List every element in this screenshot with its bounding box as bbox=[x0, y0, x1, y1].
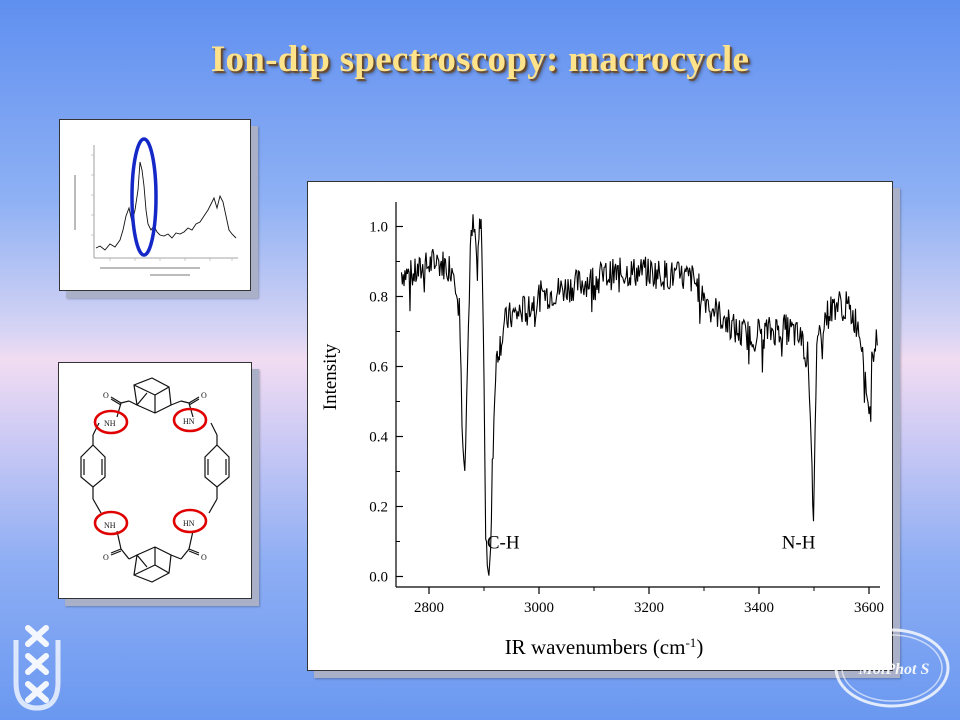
oxygen-label-4: O bbox=[201, 553, 207, 562]
x-tick-label: 3000 bbox=[524, 600, 554, 616]
uva-logo bbox=[13, 625, 61, 711]
nh-label-4: HN bbox=[183, 519, 195, 528]
thumbnail-spectrum-panel bbox=[59, 119, 251, 291]
macrocycle-structure: O O O O NH HN NH HN bbox=[80, 377, 230, 583]
molecule-structure-panel: O O O O NH HN NH HN bbox=[58, 362, 252, 599]
thumbnail-spectrum-chart bbox=[74, 137, 238, 276]
x-tick-label: 3200 bbox=[634, 600, 664, 616]
nh-highlight-4 bbox=[172, 508, 208, 534]
molphot-logo-text: MolPhot S bbox=[858, 661, 930, 678]
x-tick-label: 3600 bbox=[854, 600, 884, 616]
nh-label-2: HN bbox=[183, 417, 195, 426]
nh-highlight-2 bbox=[172, 407, 208, 433]
y-tick-label: 0.6 bbox=[369, 360, 388, 376]
ir-spectrum-chart: 0.0 0.2 0.4 0.6 0.8 1.0 2800 3000 3200 3400 3600 C-… bbox=[320, 202, 884, 660]
main-spectrum-panel: 0.0 0.2 0.4 0.6 0.8 1.0 2800 3000 3200 3400 3600 C-… bbox=[307, 181, 893, 671]
highlight-ellipse bbox=[130, 137, 158, 257]
y-tick-label: 1.0 bbox=[369, 220, 388, 236]
y-tick-label: 0.2 bbox=[369, 500, 388, 516]
y-tick-label: 0.0 bbox=[369, 570, 388, 586]
y-tick-label: 0.4 bbox=[369, 430, 388, 446]
x-axis-label: IR wavenumbers (cm-1) bbox=[505, 635, 704, 660]
peak-annotation-2: N-H bbox=[782, 533, 816, 554]
molphot-logo: MolPhot S bbox=[834, 628, 950, 708]
x-tick-label: 2800 bbox=[414, 600, 444, 616]
nh-highlight-1 bbox=[93, 409, 129, 435]
oxygen-label-2: O bbox=[201, 391, 207, 400]
spectrum-line bbox=[400, 214, 878, 576]
oxygen-label-3: O bbox=[103, 553, 109, 562]
nh-label-3: NH bbox=[104, 521, 116, 530]
slide-title: Ion-dip spectroscopy: macrocycle bbox=[210, 39, 750, 80]
y-axis-label: Intensity bbox=[320, 343, 341, 410]
y-tick-label: 0.8 bbox=[369, 290, 388, 306]
x-tick-label: 3400 bbox=[744, 600, 774, 616]
nh-highlight-3 bbox=[93, 510, 129, 536]
oxygen-label-1: O bbox=[103, 391, 109, 400]
nh-label-1: NH bbox=[104, 419, 116, 428]
peak-annotation-1: C-H bbox=[487, 533, 520, 554]
